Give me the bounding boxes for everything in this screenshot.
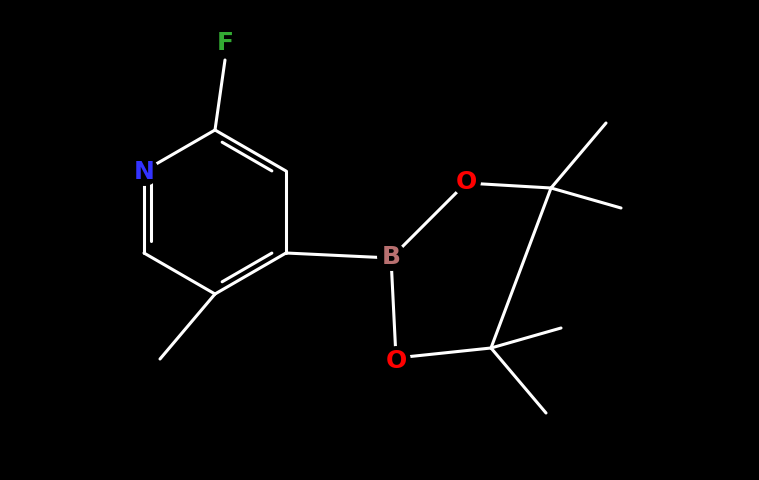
Text: B: B	[382, 244, 401, 268]
Text: O: O	[455, 169, 477, 193]
Text: F: F	[216, 31, 234, 55]
Text: O: O	[386, 348, 407, 372]
Text: N: N	[134, 160, 154, 184]
